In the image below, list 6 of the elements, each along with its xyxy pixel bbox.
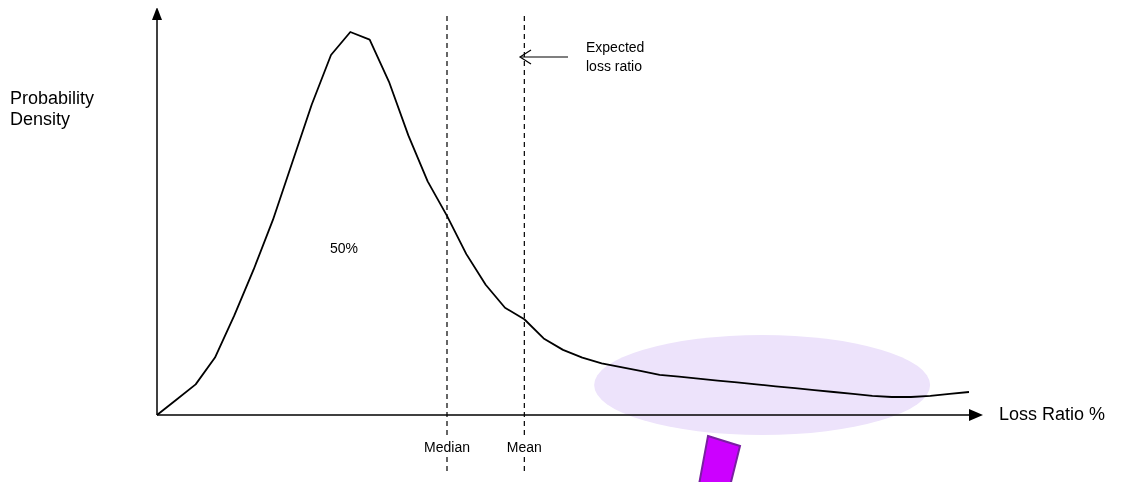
y-axis-title: Probability Density bbox=[10, 88, 96, 130]
x-tick-label: Median bbox=[424, 439, 470, 455]
x-tick-label: Mean bbox=[506, 439, 542, 455]
annotation: 50% bbox=[330, 240, 359, 256]
annotation: Expected loss ratio bbox=[586, 38, 646, 76]
x-axis-title: Loss Ratio % bbox=[999, 404, 1106, 425]
